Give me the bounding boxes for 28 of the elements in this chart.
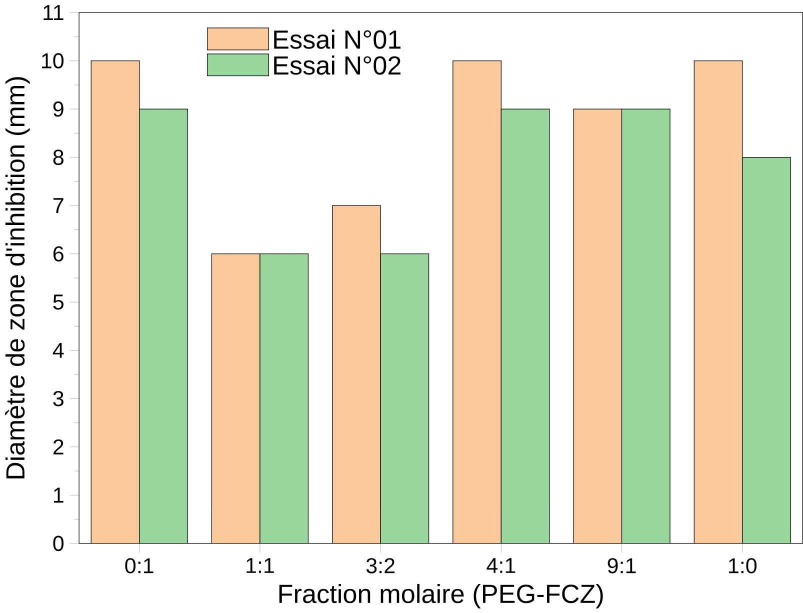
x-tick-label: 3:2	[366, 558, 394, 574]
y-tick-label: 11	[44, 4, 64, 20]
bar	[742, 156, 791, 544]
x-tick-label: 9:1	[608, 558, 636, 574]
x-tick-label: 0:1	[125, 558, 154, 574]
x-tick-label: 1:0	[729, 558, 757, 574]
y-tick-label: 1	[54, 488, 64, 502]
y-axis-title: Diamètre de zone d'inhibition (mm)	[5, 76, 30, 478]
y-tick-label: 2	[53, 439, 64, 454]
y-tick-label: 0	[53, 536, 64, 551]
x-axis-title: Fraction molaire (PEG-FCZ)	[279, 584, 603, 608]
bar	[139, 108, 188, 544]
bar	[500, 108, 550, 544]
bar	[380, 253, 430, 544]
x-tick-label: 4:1	[486, 558, 516, 573]
y-tick-label: 10	[42, 52, 64, 68]
y-tick-label: 7	[54, 198, 64, 213]
y-tick-label: 8	[53, 149, 64, 165]
legend-label: Essai N°01	[274, 29, 400, 49]
legend-label: Essai N°02	[274, 55, 400, 75]
bar	[621, 108, 670, 544]
y-tick-label: 4	[52, 342, 64, 358]
bar	[260, 253, 309, 544]
y-tick-label: 9	[53, 101, 64, 116]
y-tick-label: 3	[53, 390, 64, 406]
y-tick-label: 6	[53, 246, 64, 262]
x-tick-label: 1:1	[246, 558, 274, 573]
y-tick-label: 5	[53, 294, 64, 310]
